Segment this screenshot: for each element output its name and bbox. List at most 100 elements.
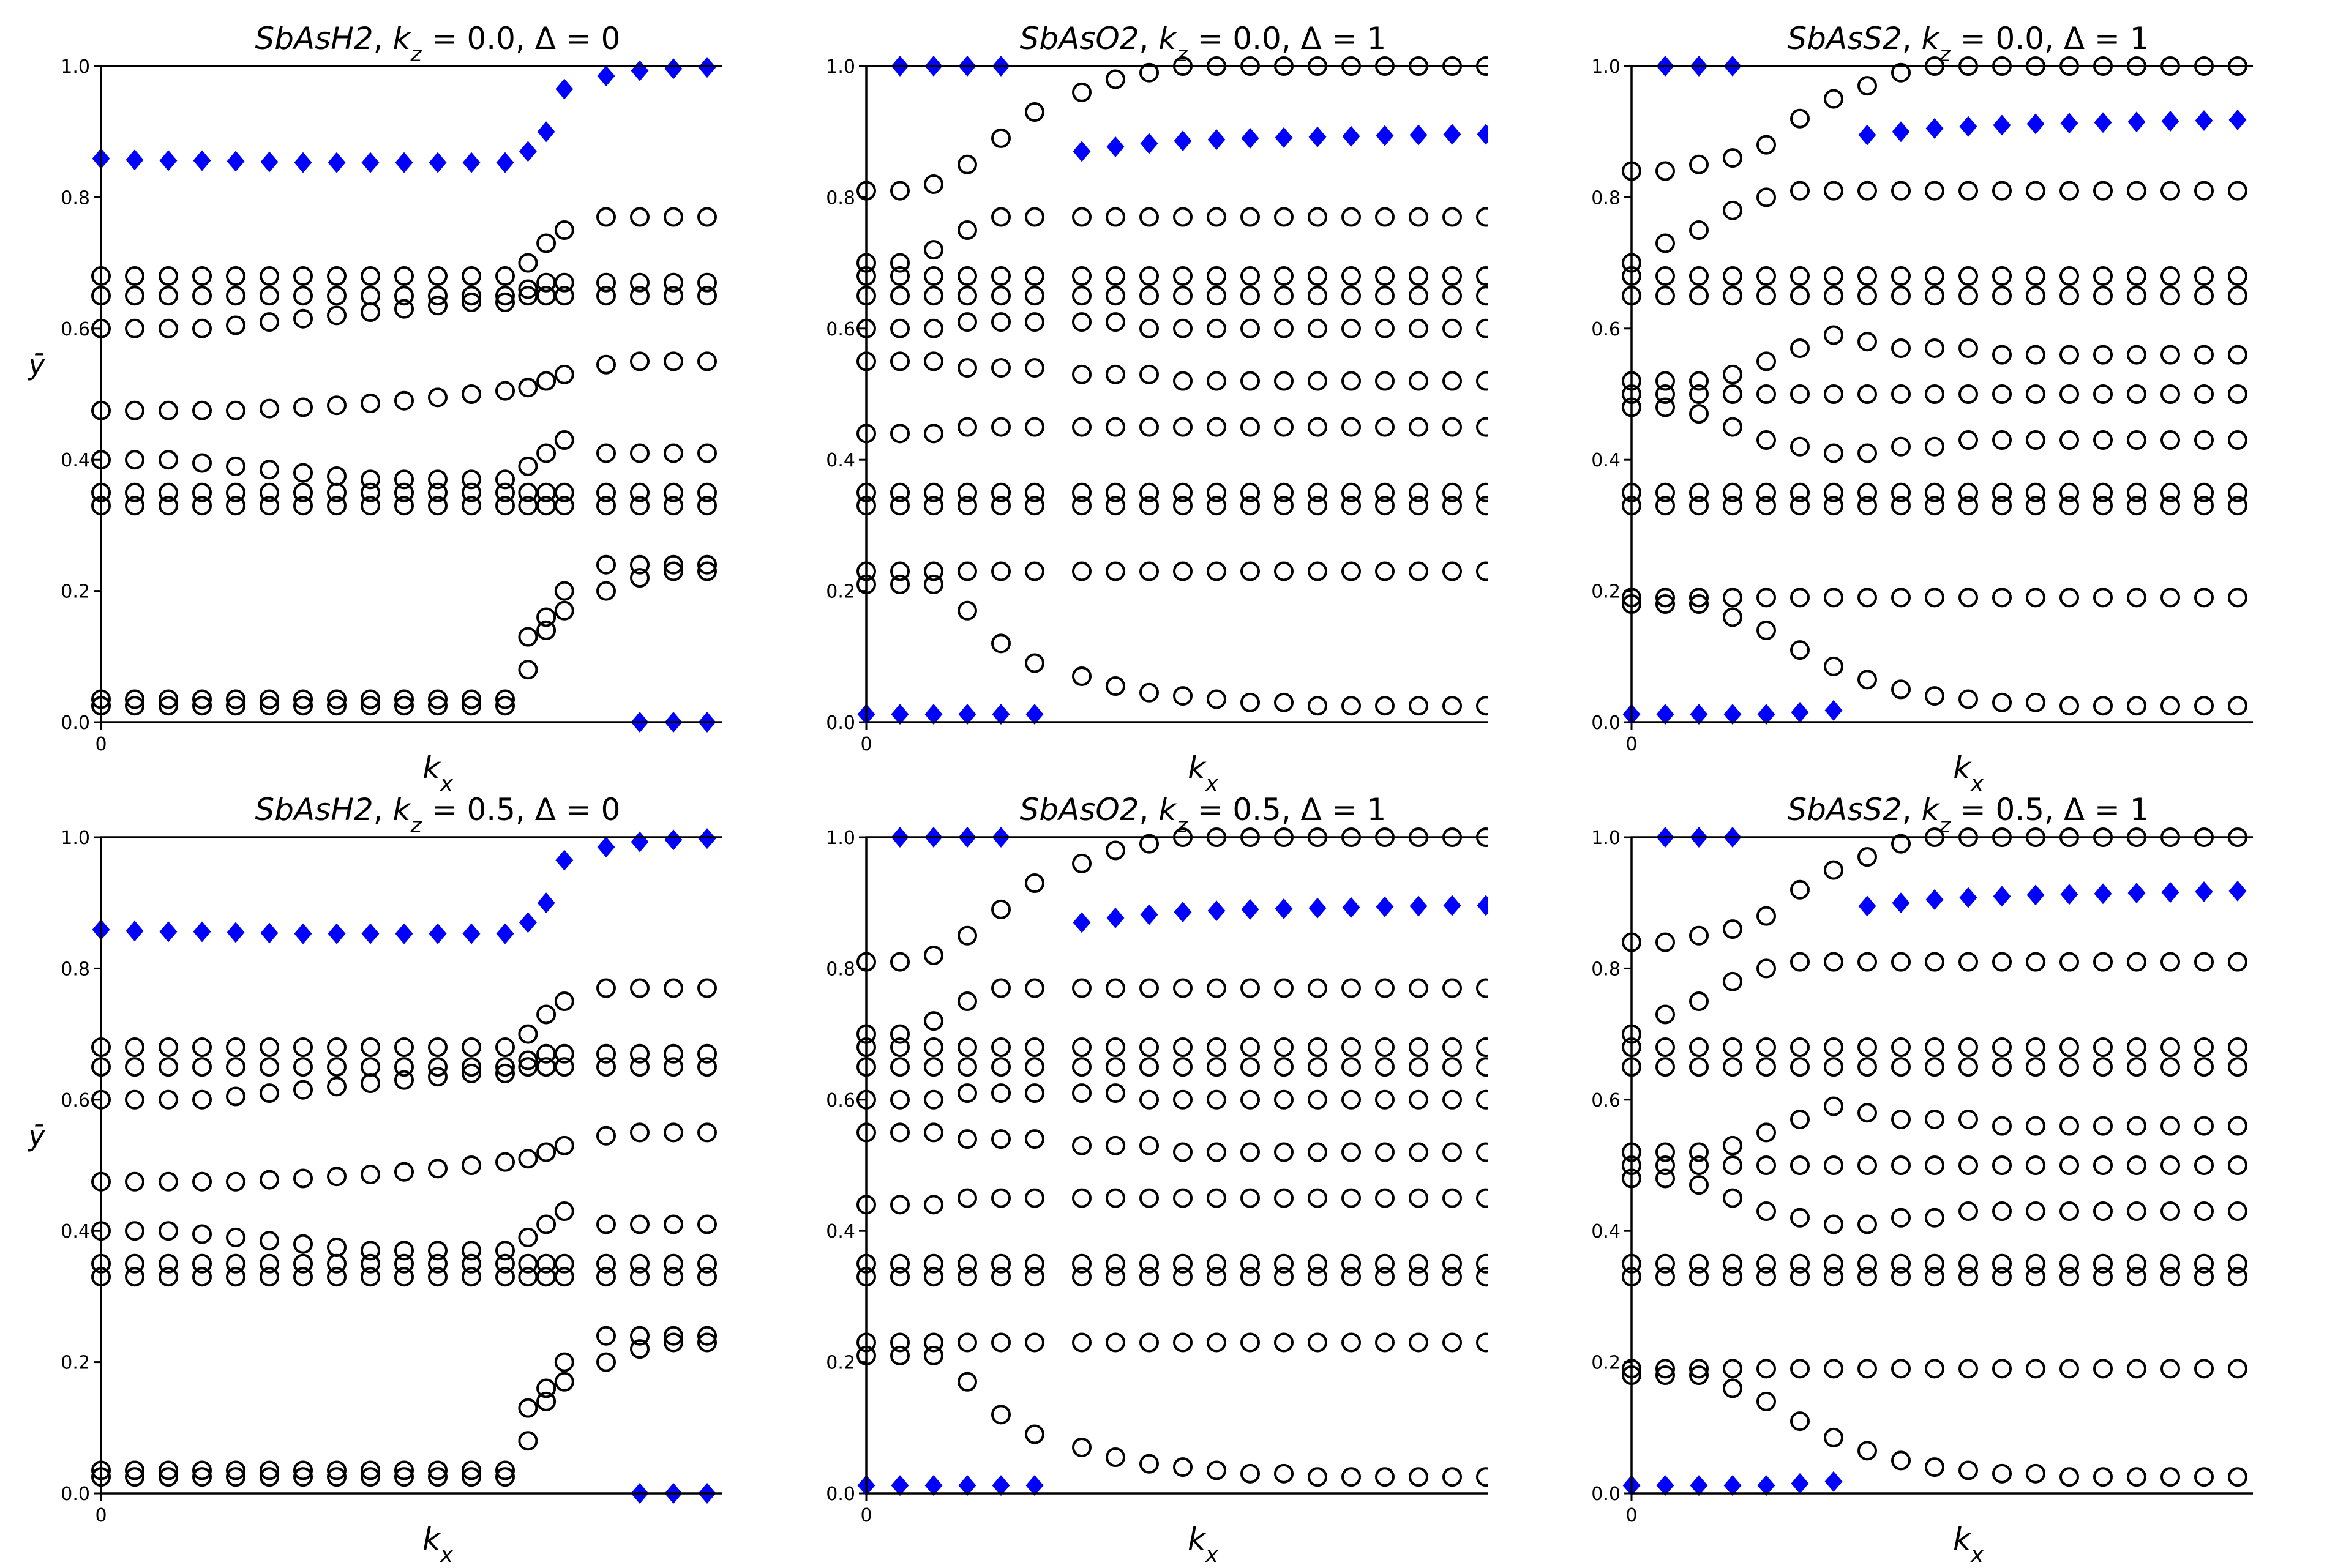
bulk-point xyxy=(1173,1037,1193,1058)
bulk-point xyxy=(958,1083,977,1103)
bulk-point xyxy=(428,496,448,516)
bulk-point xyxy=(428,266,448,286)
bulk-point xyxy=(159,1089,178,1110)
x-tick-label: 0 xyxy=(95,1505,107,1526)
bulk-point xyxy=(495,1253,515,1274)
y-tick-label: 1.0 xyxy=(826,827,855,849)
edge-state-point xyxy=(462,923,481,944)
bulk-point xyxy=(1857,443,1877,463)
bulk-point xyxy=(630,554,650,575)
bulk-point xyxy=(2228,430,2247,450)
bulk-point xyxy=(596,978,616,998)
bulk-point xyxy=(2228,181,2247,201)
plot-frame xyxy=(1630,65,2253,723)
bulk-point xyxy=(2026,1463,2045,1484)
bulk-point xyxy=(1274,561,1294,581)
bulk-point xyxy=(1240,417,1260,437)
bulk-point xyxy=(1992,345,2012,365)
bulk-point xyxy=(924,1332,943,1353)
bulk-point xyxy=(697,482,717,502)
bulk-point xyxy=(1958,338,1978,358)
bulk-point xyxy=(890,1332,910,1353)
bulk-point xyxy=(697,554,717,575)
bulk-point xyxy=(1723,1135,1742,1155)
bulk-point xyxy=(2093,482,2113,502)
bulk-point xyxy=(1790,286,1810,306)
bulk-point xyxy=(1207,1267,1226,1287)
bulk-point xyxy=(1689,925,1709,946)
bulk-point xyxy=(991,417,1011,437)
bulk-point xyxy=(1308,1089,1327,1110)
bulk-point xyxy=(890,561,910,581)
bulk-point xyxy=(125,496,144,516)
bulk-point xyxy=(1106,840,1125,861)
bulk-point xyxy=(1308,978,1327,998)
bulk-point xyxy=(1476,496,1488,516)
plot-frame xyxy=(865,836,1488,1495)
bulk-point xyxy=(1925,338,1944,358)
bulk-point xyxy=(596,207,616,227)
bulk-point xyxy=(958,482,977,502)
bulk-point xyxy=(2228,1057,2247,1077)
bulk-point xyxy=(125,1037,144,1058)
bulk-point xyxy=(1655,1168,1675,1189)
bulk-point xyxy=(1655,1267,1675,1287)
y-tick-label: 0.2 xyxy=(826,581,855,603)
bulk-point xyxy=(1857,847,1877,867)
chart-svg-5: SbAsO2, kz = 0.5, Δ = 1 0.0 0.2 0.4 0.6 0.8 1.… xyxy=(826,792,1488,1567)
bulk-point xyxy=(2160,482,2180,502)
y-tick-label: 1.0 xyxy=(61,56,90,78)
bulk-point xyxy=(159,1057,178,1077)
bulk-point xyxy=(1824,286,1843,306)
bulk-point xyxy=(2026,1116,2045,1136)
bulk-point xyxy=(991,266,1011,286)
bulk-point xyxy=(664,286,683,306)
bulk-point xyxy=(1824,266,1843,286)
bulk-point xyxy=(192,1224,212,1244)
bulk-point xyxy=(1723,200,1742,220)
bulk-point xyxy=(1274,1089,1294,1110)
bulk-point xyxy=(1723,384,1742,404)
edge-state-point xyxy=(328,152,346,173)
bulk-point xyxy=(1207,1188,1226,1208)
bulk-point xyxy=(1106,1135,1125,1155)
bulk-point xyxy=(1139,1454,1159,1474)
bulk-point xyxy=(1992,1037,2012,1058)
bulk-point xyxy=(1442,1467,1462,1487)
bulk-point xyxy=(428,1037,448,1058)
edge-state-point xyxy=(1858,895,1876,917)
y-tick-label: 0.0 xyxy=(61,712,90,734)
edge-state-point xyxy=(2060,113,2078,134)
edge-state-point xyxy=(1308,897,1327,919)
edge-state-point xyxy=(2026,113,2045,135)
bulk-point xyxy=(2026,1201,2045,1222)
bulk-point xyxy=(2059,430,2079,450)
bulk-point xyxy=(924,561,943,581)
bulk-point xyxy=(1958,1359,1978,1379)
bulk-point xyxy=(2093,286,2113,306)
bulk-point xyxy=(1925,1057,1944,1077)
bulk-point xyxy=(1375,286,1395,306)
bulk-point xyxy=(1106,676,1125,696)
bulk-point xyxy=(361,1253,380,1274)
bulk-point xyxy=(1274,286,1294,306)
bulk-point xyxy=(2093,384,2113,404)
bulk-point xyxy=(890,266,910,286)
bulk-point xyxy=(1025,207,1044,227)
edge-state-point xyxy=(1241,898,1259,920)
bulk-point xyxy=(394,286,414,306)
bulk-point xyxy=(2059,1037,2079,1058)
bulk-point xyxy=(2059,496,2079,516)
bulk-point xyxy=(1689,220,1709,240)
bulk-point xyxy=(1655,1037,1675,1058)
bulk-point xyxy=(1891,1057,1911,1077)
bulk-point xyxy=(2194,1116,2214,1136)
bulk-point xyxy=(1341,266,1361,286)
bulk-point xyxy=(890,574,910,594)
bulk-point xyxy=(2160,286,2180,306)
bulk-point xyxy=(293,1234,313,1254)
bulk-point xyxy=(1958,266,1978,286)
bulk-point xyxy=(2228,1253,2247,1274)
bulk-point xyxy=(1308,1142,1327,1162)
bulk-point xyxy=(462,1037,481,1058)
